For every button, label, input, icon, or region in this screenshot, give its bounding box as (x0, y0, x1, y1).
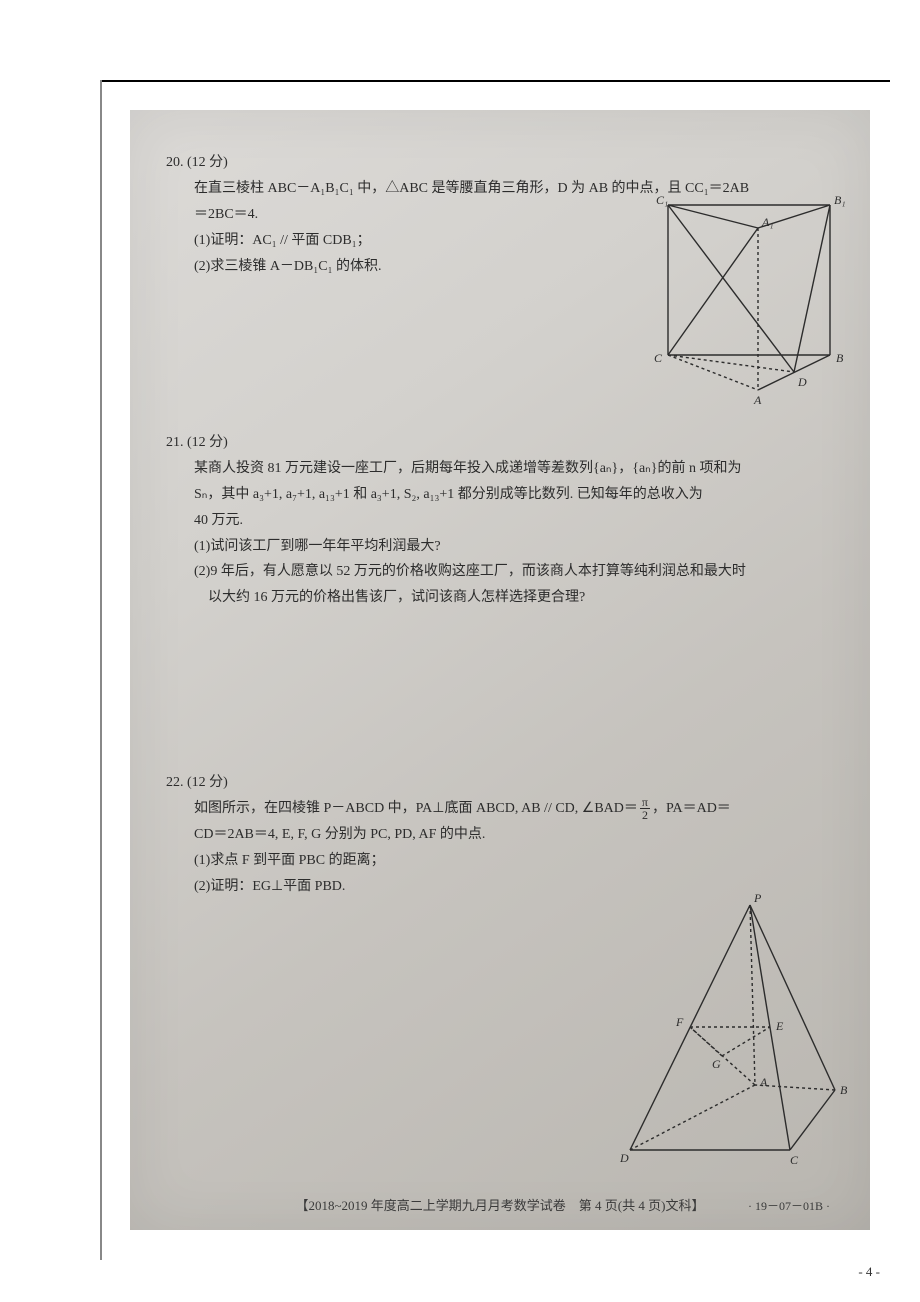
problem-22-line1: 如图所示，在四棱锥 P－ABCD 中，PA⊥底面 ABCD, AB // CD,… (166, 796, 846, 822)
problem-22-line1a: 如图所示，在四棱锥 P－ABCD 中，PA⊥底面 ABCD, AB // CD,… (194, 801, 638, 816)
footer-text: 【2018~2019 年度高二上学期九月月考数学试卷 第 4 页(共 4 页)文… (296, 1198, 705, 1213)
paper-footer: 【2018~2019 年度高二上学期九月月考数学试卷 第 4 页(共 4 页)文… (130, 1195, 870, 1214)
problem-21-sub2a: (2)9 年后，有人愿意以 52 万元的价格收购这座工厂，而该商人本打算等纯利润… (166, 559, 846, 585)
fig20-label-A: A (753, 393, 762, 405)
fig20-label-B: B (836, 351, 844, 365)
figure-22-svg: P F E G A B C D (620, 890, 850, 1170)
problem-21-sub2b: 以大约 16 万元的价格出售该厂，试问该商人怎样选择更合理? (166, 585, 846, 611)
problem-22: 22. (12 分) 如图所示，在四棱锥 P－ABCD 中，PA⊥底面 ABCD… (166, 770, 846, 899)
problem-22-line1b: ，PA＝AD＝ (652, 801, 731, 816)
page-number: - 4 - (858, 1264, 880, 1280)
problem-21-line1: 某商人投资 81 万元建设一座工厂，后期每年投入成递增等差数列{aₙ}，{aₙ}… (166, 456, 846, 482)
figure-20-svg: C₁ B₁ A₁ C B A D (650, 190, 850, 405)
fig20-label-B1: B₁ (834, 193, 846, 207)
left-rule (100, 80, 102, 1260)
figure-20: C₁ B₁ A₁ C B A D (650, 190, 850, 405)
fig22-label-D: D (620, 1151, 629, 1165)
fig20-label-D: D (797, 375, 807, 389)
fig22-label-C: C (790, 1153, 799, 1167)
fig22-label-E: E (775, 1019, 784, 1033)
figure-22: P F E G A B C D (620, 890, 850, 1170)
scanned-paper: 20. (12 分) 在直三棱柱 ABC－A₁B₁C₁ 中，△ABC 是等腰直角… (130, 110, 870, 1230)
fig20-label-C: C (654, 351, 663, 365)
problem-22-line2: CD＝2AB＝4, E, F, G 分别为 PC, PD, AF 的中点. (166, 822, 846, 848)
problem-21-line3: 40 万元. (166, 508, 846, 534)
problem-21-sub1: (1)试问该工厂到哪一年年平均利润最大? (166, 534, 846, 560)
frac-d: 2 (640, 809, 650, 821)
problem-22-sub1: (1)求点 F 到平面 PBC 的距离； (166, 848, 846, 874)
fig22-label-P: P (753, 891, 762, 905)
page-container: 20. (12 分) 在直三棱柱 ABC－A₁B₁C₁ 中，△ABC 是等腰直角… (0, 0, 920, 1302)
footer-code: · 19－07－01B · (748, 1197, 830, 1214)
fig22-label-B: B (840, 1083, 848, 1097)
top-rule (100, 80, 890, 82)
problem-20-number: 20. (12 分) (166, 150, 846, 176)
problem-22-number: 22. (12 分) (166, 770, 846, 796)
problem-21: 21. (12 分) 某商人投资 81 万元建设一座工厂，后期每年投入成递增等差… (166, 430, 846, 611)
fig22-label-G: G (712, 1057, 721, 1071)
problem-21-line2: Sₙ，其中 a₃+1, a₇+1, a₁₃+1 和 a₃+1, S₂, a₁₃+… (166, 482, 846, 508)
fig20-label-C1: C₁ (656, 193, 668, 207)
fig22-label-F: F (675, 1015, 684, 1029)
problem-21-number: 21. (12 分) (166, 430, 846, 456)
fig22-label-A: A (759, 1075, 768, 1089)
fig20-label-A1: A₁ (761, 215, 774, 229)
